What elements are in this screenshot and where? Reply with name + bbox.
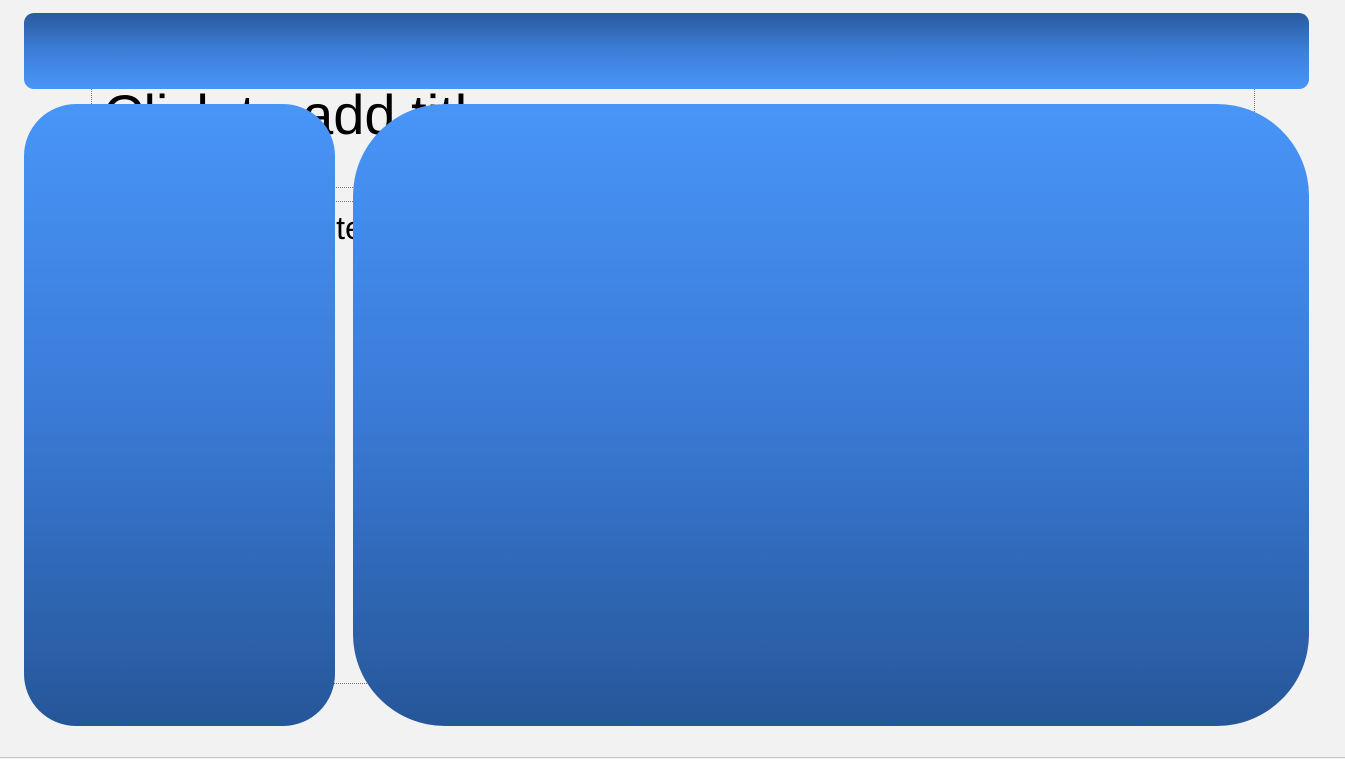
left-panel [24,104,335,726]
right-panel [353,104,1309,726]
header-bar [24,13,1309,89]
footer-line [0,757,1345,759]
